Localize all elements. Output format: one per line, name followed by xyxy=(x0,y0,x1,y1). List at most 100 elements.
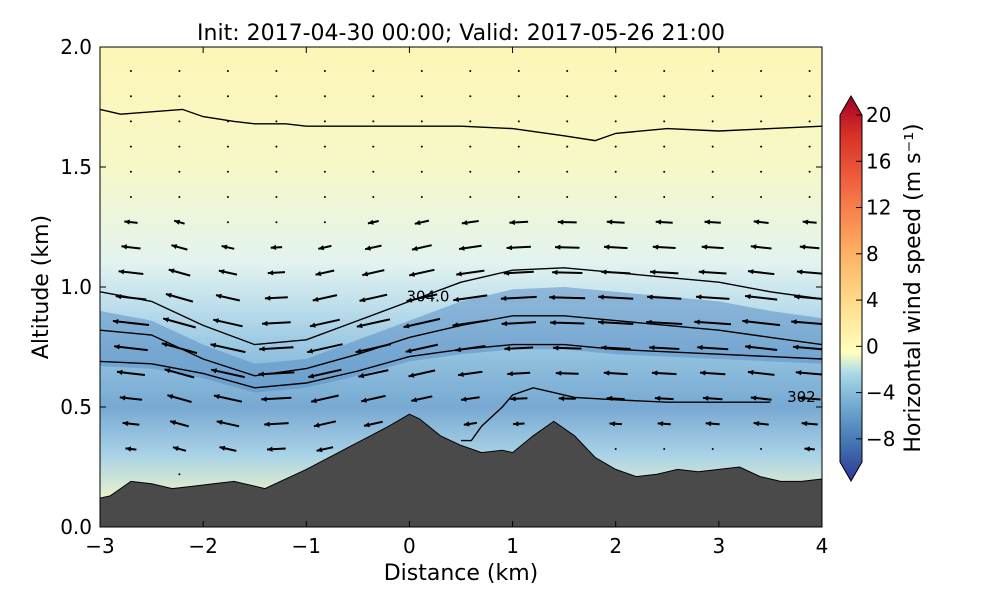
wind-arrow xyxy=(264,295,288,301)
wind-arrow xyxy=(456,269,485,277)
wind-arrow xyxy=(173,219,185,225)
wind-arrow-dot xyxy=(517,145,520,148)
wind-arrow-head xyxy=(359,297,366,303)
colorbar-tick-label: 12 xyxy=(866,196,891,220)
wind-arrow-shaft xyxy=(355,343,392,354)
wind-arrow xyxy=(162,317,196,329)
wind-arrow-dot xyxy=(517,170,520,173)
wind-arrow-dot xyxy=(323,221,326,224)
wind-arrow xyxy=(122,420,140,427)
wind-arrow-dot xyxy=(178,170,181,173)
terrain xyxy=(100,413,822,527)
wind-arrow-head xyxy=(555,370,562,376)
wind-arrow-dot xyxy=(226,70,229,72)
wind-arrow-head xyxy=(124,219,130,225)
wind-arrow xyxy=(178,70,181,72)
wind-arrow xyxy=(699,370,726,376)
wind-arrow-head xyxy=(114,344,120,350)
wind-arrow xyxy=(372,120,375,123)
wind-arrow-dot xyxy=(469,196,472,198)
wind-arrow xyxy=(270,244,283,250)
wind-arrow xyxy=(112,319,150,326)
wind-arrow-head xyxy=(705,421,712,427)
wind-arrow-head xyxy=(461,396,467,402)
wind-arrow xyxy=(372,95,375,98)
wind-arrow xyxy=(460,396,480,402)
wind-arrow xyxy=(355,343,392,354)
wind-arrow-dot xyxy=(566,95,569,98)
wind-arrow-dot xyxy=(566,145,569,148)
wind-arrow xyxy=(798,395,821,401)
wind-arrow-dot xyxy=(614,196,617,198)
wind-arrow xyxy=(614,120,617,123)
wind-arrow xyxy=(461,220,479,226)
wind-arrow xyxy=(129,70,132,72)
isentrope-lines xyxy=(100,108,822,442)
wind-arrow-shaft xyxy=(161,342,198,355)
wind-arrow-dot xyxy=(420,70,423,72)
wind-arrow-dot xyxy=(129,95,132,98)
wind-arrow-head xyxy=(172,446,179,452)
wind-arrow xyxy=(221,244,235,250)
wind-arrow-dot xyxy=(323,120,326,123)
wind-arrow-dot xyxy=(178,70,181,72)
wind-arrow xyxy=(469,120,472,123)
wind-arrow xyxy=(405,343,439,354)
wind-arrow xyxy=(792,344,822,351)
wind-arrow-head xyxy=(750,244,757,250)
wind-arrow xyxy=(178,196,181,198)
wind-arrow-head xyxy=(313,422,320,428)
wind-arrow xyxy=(598,319,634,325)
wind-arrow-head xyxy=(696,294,702,300)
wind-arrow xyxy=(649,269,679,275)
wind-arrow xyxy=(655,219,673,225)
wind-arrow xyxy=(711,120,714,123)
wind-arrow-shaft xyxy=(405,343,439,353)
wind-arrow xyxy=(226,196,229,198)
wind-arrow-head xyxy=(308,373,315,379)
wind-arrow xyxy=(649,345,680,351)
wind-arrow-dot xyxy=(469,70,472,72)
wind-arrow-dot xyxy=(566,120,569,123)
wind-arrow-shaft xyxy=(113,345,148,352)
wind-arrow-head xyxy=(163,317,170,323)
wind-arrow-head xyxy=(355,348,362,354)
wind-arrow xyxy=(609,421,622,427)
wind-arrow-shaft xyxy=(695,295,730,300)
wind-arrow-dot xyxy=(129,120,132,123)
wind-arrow xyxy=(420,70,423,72)
wind-arrow-head xyxy=(171,244,178,250)
wind-arrow-head xyxy=(221,244,228,250)
wind-arrow-shaft xyxy=(112,320,150,326)
wind-arrow-dot xyxy=(663,170,666,173)
wind-arrow xyxy=(663,448,666,450)
wind-arrow xyxy=(216,419,240,428)
wind-arrow-dot xyxy=(178,145,181,148)
wind-arrow xyxy=(362,269,385,277)
wind-arrow xyxy=(420,95,423,98)
wind-arrow-head xyxy=(403,323,410,329)
wind-arrow-head xyxy=(501,321,508,327)
wind-arrow-dot xyxy=(760,448,763,450)
wind-arrow xyxy=(129,170,132,173)
wind-arrow-head xyxy=(116,369,123,375)
wind-arrow xyxy=(226,145,229,148)
wind-arrow xyxy=(517,145,520,148)
wind-arrow xyxy=(606,219,625,225)
wind-arrow xyxy=(258,371,295,377)
wind-arrow-dot xyxy=(129,170,132,173)
wind-arrow xyxy=(517,170,520,173)
wind-arrow-dot xyxy=(226,120,229,123)
wind-arrow-head xyxy=(115,294,122,300)
wind-arrow xyxy=(507,371,531,377)
wind-arrow-head xyxy=(646,319,652,325)
wind-arrow-dot xyxy=(517,196,520,198)
wind-arrow xyxy=(663,196,666,198)
wind-arrow xyxy=(275,70,278,72)
wind-arrow xyxy=(129,145,132,148)
y-tick-label: 0.0 xyxy=(60,515,92,539)
x-tick-label: −3 xyxy=(85,534,114,558)
wind-arrow-head xyxy=(697,344,703,351)
wind-arrow-dot xyxy=(760,145,763,148)
wind-arrow xyxy=(457,370,483,377)
